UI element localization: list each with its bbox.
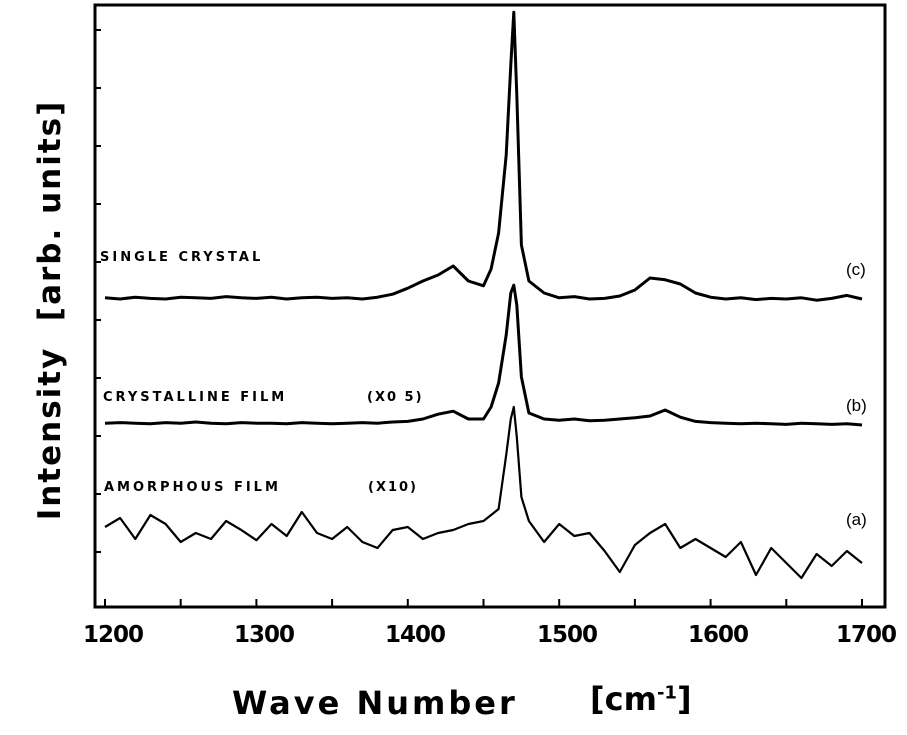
x-axis-unit: [cm-1] bbox=[590, 680, 692, 718]
y-axis-title: Intensity [arb. units] bbox=[32, 99, 68, 521]
series-tag-a: (a) bbox=[846, 510, 867, 529]
series-tag-b: (b) bbox=[846, 396, 867, 415]
x-axis-unit-exponent: -1 bbox=[656, 682, 677, 704]
series-line-crystalline-film bbox=[104, 283, 863, 427]
x-tick-label: 1200 bbox=[82, 622, 144, 648]
x-axis-title: Wave Number bbox=[232, 684, 518, 722]
series-tag-c: (c) bbox=[846, 260, 866, 279]
plot-frame bbox=[93, 3, 887, 609]
series-label-single-crystal: SINGLE CRYSTAL bbox=[100, 250, 264, 265]
y-axis-title-text: Intensity bbox=[32, 346, 68, 521]
series-label-crystalline-film: CRYSTALLINE FILM bbox=[103, 390, 288, 405]
series-line-single-crystal bbox=[104, 10, 863, 302]
x-tick-label: 1700 bbox=[835, 622, 897, 648]
y-axis-unit: arb. units bbox=[32, 115, 68, 305]
x-tick-label: 1500 bbox=[536, 622, 598, 648]
x-tick-label: 1400 bbox=[384, 622, 446, 648]
x-axis-unit-base: cm bbox=[604, 680, 657, 718]
series-scale-amorphous-film: (X10) bbox=[368, 480, 418, 495]
series-label-amorphous-film: AMORPHOUS FILM bbox=[104, 480, 281, 495]
x-tick-label: 1600 bbox=[687, 622, 749, 648]
series-line-amorphous-film bbox=[104, 405, 863, 580]
series-scale-crystalline-film: (X0 5) bbox=[367, 390, 424, 405]
x-tick-label: 1300 bbox=[233, 622, 295, 648]
